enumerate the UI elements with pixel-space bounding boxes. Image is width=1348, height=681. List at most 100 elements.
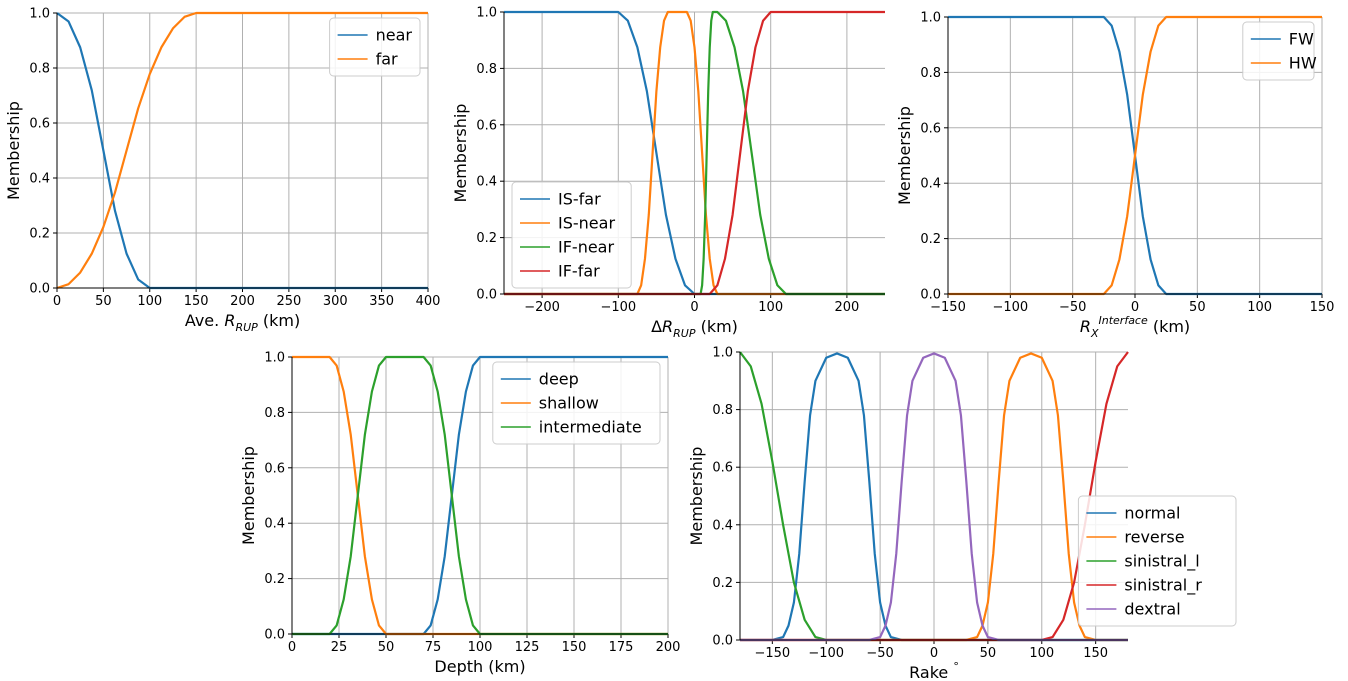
y-tick-label: 0.4	[920, 177, 941, 192]
y-tick-label: 0.6	[712, 461, 733, 476]
y-tick-label: 1.0	[476, 6, 497, 21]
x-tick-label: −100	[808, 646, 844, 661]
x-tick-label: 50	[95, 294, 112, 309]
data-line	[56, 11, 428, 290]
y-tick-label: 0.8	[476, 62, 497, 77]
y-tick-label: 0.6	[29, 117, 50, 132]
x-tick-label: 350	[369, 294, 394, 309]
x-tick-label: −50	[1059, 300, 1086, 315]
x-tick-label: −50	[866, 646, 893, 661]
legend: FW HW	[1242, 21, 1317, 81]
x-tick-label: −100	[992, 300, 1028, 315]
y-tick-label: 0.6	[476, 118, 497, 133]
y-tick-label: 0.8	[29, 62, 50, 77]
axis-label-part: X	[1090, 327, 1099, 340]
axis-label: Membership	[451, 104, 470, 203]
x-tick-label: 100	[1029, 646, 1054, 661]
x-tick-label: 150	[562, 640, 587, 655]
x-tick-label: 0	[930, 646, 938, 661]
x-tick-label: 250	[276, 294, 301, 309]
data-line	[292, 355, 668, 636]
y-tick-label: 1.0	[264, 351, 285, 366]
y-tick-label: 0.2	[264, 572, 285, 587]
axis-label-part: (km)	[1148, 317, 1190, 336]
chart-panel: 0.0 0.2 0.4 0.6 0.8 1.0 0 25 50 75 100 125 150 175 200…	[239, 351, 680, 677]
y-tick-label: 1.0	[920, 11, 941, 26]
x-tick-label: 200	[230, 294, 255, 309]
y-tick-label: 0.4	[712, 518, 733, 533]
x-tick-label: −200	[524, 300, 560, 315]
x-tick-label: −150	[754, 646, 790, 661]
y-tick-label: 0.8	[712, 403, 733, 418]
legend: deep shallow intermediate	[492, 361, 661, 445]
legend-box	[329, 17, 421, 77]
legend-label: dextral	[1124, 600, 1180, 619]
legend-label: near	[376, 26, 413, 45]
x-tick-label: 200	[834, 300, 859, 315]
legend-label: normal	[1124, 504, 1180, 523]
chart-panel: 0.0 0.2 0.4 0.6 0.8 1.0 −150 −100 −50 0 50 100 150 RX…	[895, 11, 1334, 341]
legend-label: reverse	[1124, 528, 1184, 547]
x-tick-label: 125	[515, 640, 540, 655]
x-tick-label: 200	[656, 640, 681, 655]
x-tick-label: −100	[600, 300, 636, 315]
x-tick-label: 0	[288, 640, 296, 655]
x-tick-label: 150	[1310, 300, 1335, 315]
x-tick-label: 400	[416, 294, 441, 309]
data-line	[739, 351, 1128, 642]
y-tick-label: 0.0	[712, 634, 733, 649]
legend: IS-far IS-near IF-near IF-far	[511, 181, 632, 289]
x-tick-label: 50	[378, 640, 395, 655]
x-tick-label: 0	[53, 294, 61, 309]
y-tick-label: 0.2	[712, 576, 733, 591]
axis-label-part: (km)	[695, 317, 737, 336]
legend-box	[511, 181, 632, 289]
axis-label-part: R	[1080, 317, 1091, 336]
y-tick-label: 0.2	[476, 231, 497, 246]
axis-label-part: (km)	[258, 311, 300, 330]
axis-label: Membership	[687, 447, 706, 546]
x-tick-label: 50	[980, 646, 997, 661]
legend: normal reverse sinistral_l sinistral_rdextr…	[1077, 495, 1237, 627]
y-tick-label: 0.2	[920, 232, 941, 247]
axis-label-part: RUP	[673, 327, 696, 340]
axis-label-part: Interface	[1099, 314, 1148, 327]
data-line	[740, 352, 1128, 642]
axis-label: Membership	[895, 106, 914, 205]
legend-box	[1077, 495, 1237, 627]
legend-box	[1242, 21, 1315, 81]
legend-label: FW	[1289, 30, 1314, 49]
data-line	[504, 10, 885, 296]
axis-label-part: Δ	[651, 317, 662, 336]
legend-label: IF-near	[558, 238, 614, 257]
y-tick-label: 0.4	[476, 175, 497, 190]
x-tick-label: 100	[468, 640, 493, 655]
legend-label: IS-far	[558, 190, 601, 209]
axis-label-part: R	[224, 311, 235, 330]
legend-label: sinistral_l	[1124, 552, 1199, 572]
x-tick-label: −150	[930, 300, 966, 315]
y-tick-label: 0.4	[29, 172, 50, 187]
x-tick-label: 150	[184, 294, 209, 309]
legend-label: IS-near	[558, 214, 615, 233]
y-tick-label: 0.0	[920, 288, 941, 303]
data-line	[740, 352, 1128, 642]
axis-label-part: R	[662, 317, 673, 336]
legend-label: HW	[1289, 54, 1317, 73]
legend: near far	[329, 17, 421, 77]
x-tick-label: 75	[425, 640, 442, 655]
axis-label: RXInterface (km)	[1080, 314, 1190, 340]
legend-label: intermediate	[539, 418, 642, 437]
x-tick-label: 25	[331, 640, 348, 655]
x-tick-label: 300	[323, 294, 348, 309]
chart-panel: 0.0 0.2 0.4 0.6 0.8 1.0 −150 −100 −50 0 50 100 150 Ra…	[687, 346, 1237, 681]
y-tick-label: 0.2	[29, 227, 50, 242]
chart-panel: 0.0 0.2 0.4 0.6 0.8 1.0 0 50 100 150 200 250 300 350 4…	[4, 7, 440, 335]
axis-label: Membership	[4, 101, 23, 200]
y-tick-label: 0.0	[476, 288, 497, 303]
y-tick-label: 0.6	[920, 121, 941, 136]
axis-label: ΔRRUP (km)	[651, 317, 738, 340]
y-tick-label: 0.0	[29, 282, 50, 297]
